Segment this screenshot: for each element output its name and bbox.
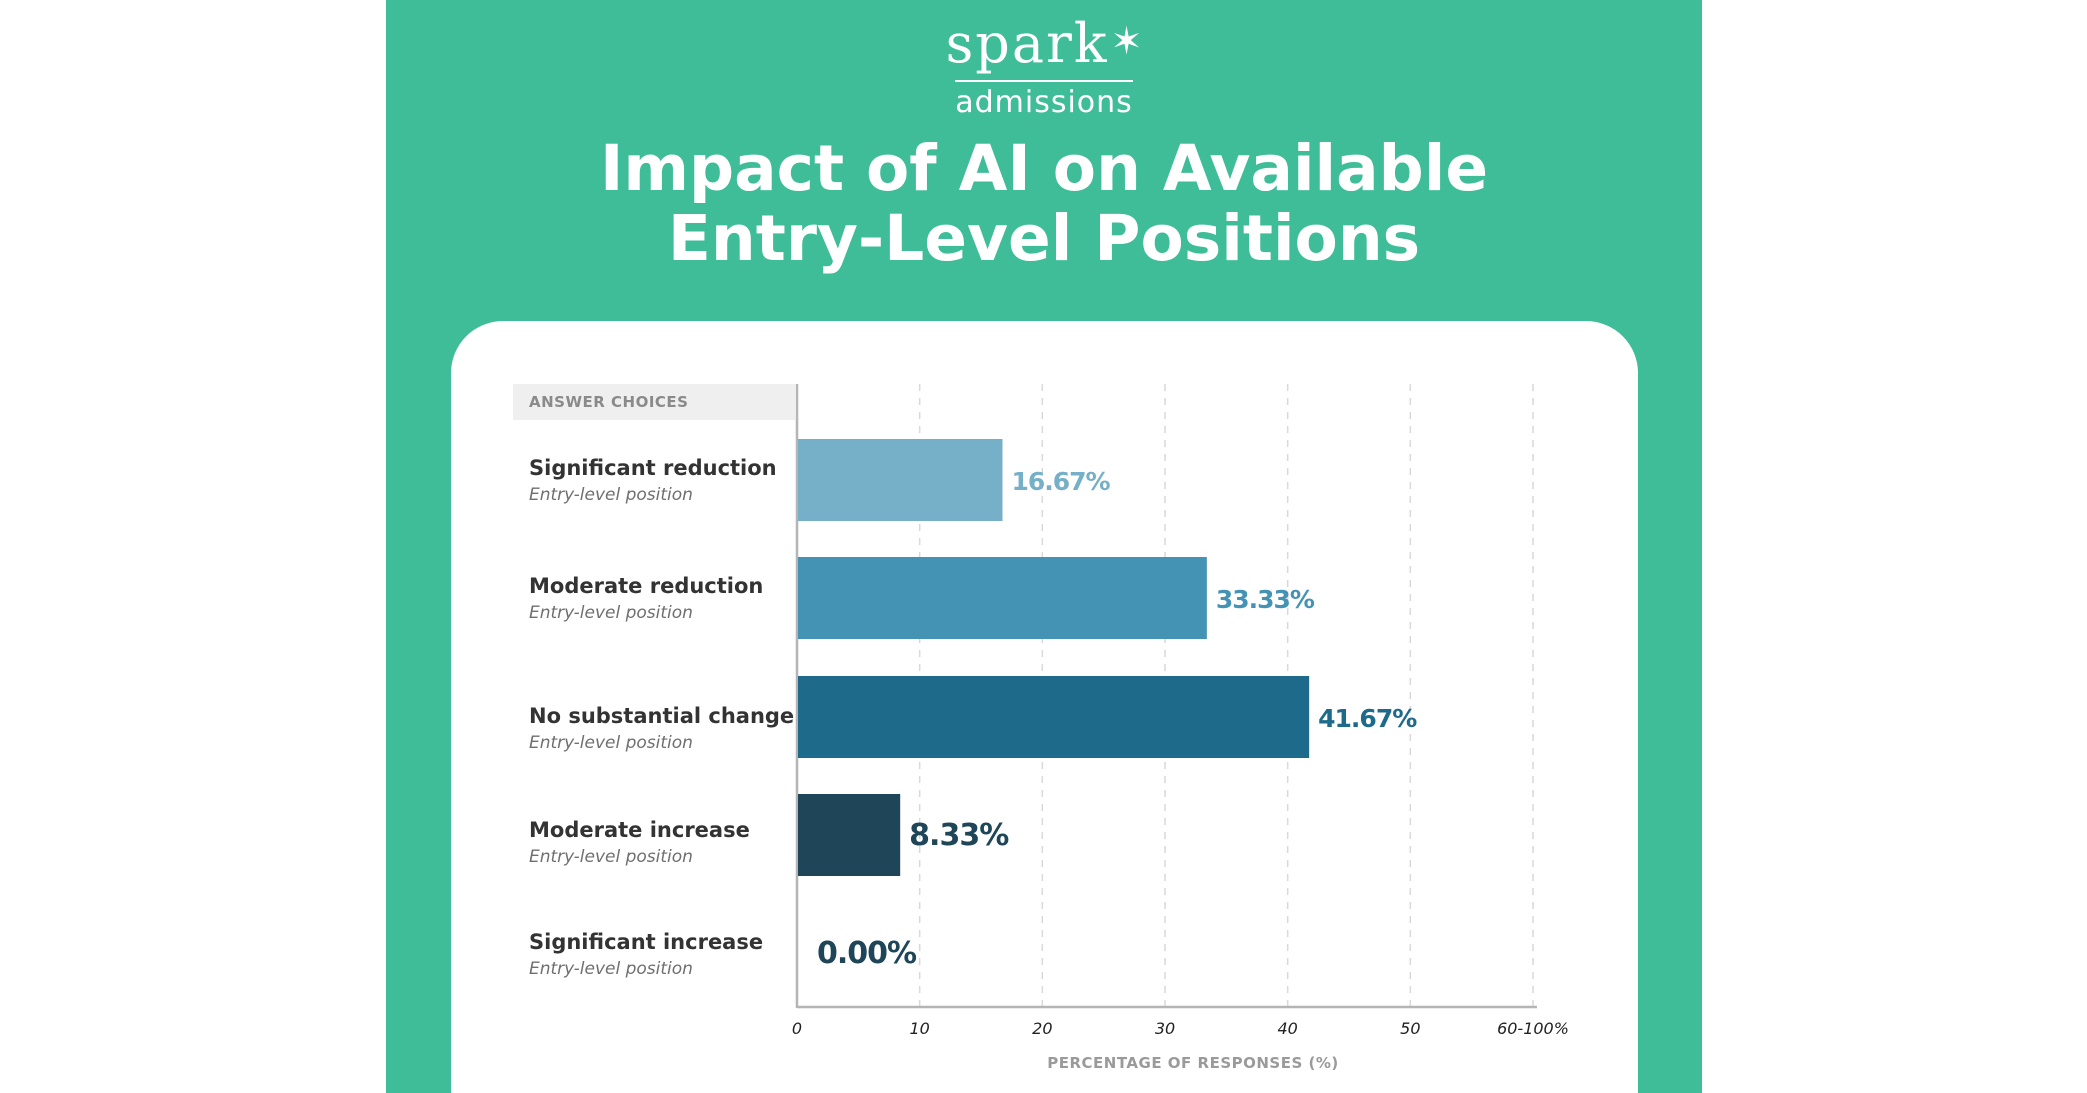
x-axis-label: PERCENTAGE OF RESPONSES (%): [1047, 1054, 1339, 1072]
bar: [798, 794, 901, 876]
answer-sublabel: Entry-level position: [529, 959, 693, 979]
chart-title-line-1: Impact of AI on Available: [599, 132, 1489, 205]
answer-sublabel: Entry-level position: [529, 603, 693, 623]
answer-significant-reduction: Significant reduction Entry-level positi…: [529, 454, 777, 508]
answer-sublabel: Entry-level position: [529, 485, 693, 505]
data-label: 16.67%: [1011, 467, 1110, 496]
bar: [798, 439, 1003, 521]
answer-moderate-increase: Moderate increase Entry-level position: [529, 816, 750, 870]
answer-label: Moderate reduction: [529, 574, 764, 598]
x-tick-label: 10: [909, 1019, 929, 1038]
logo-divider: [955, 80, 1133, 82]
logo-word: spark: [945, 12, 1109, 75]
x-tick-label: 30: [1155, 1019, 1175, 1038]
bar: [798, 676, 1310, 758]
x-tick-label: 60-100%: [1497, 1019, 1569, 1038]
data-label: 41.67%: [1318, 704, 1417, 733]
data-label: 33.33%: [1216, 585, 1315, 614]
answer-sublabel: Entry-level position: [529, 847, 693, 867]
x-tick-label: 40: [1277, 1019, 1297, 1038]
logo-star-icon: ✶: [1110, 19, 1143, 63]
answer-sublabel: Entry-level position: [529, 733, 693, 753]
answer-label: Moderate increase: [529, 818, 750, 842]
x-tick-label: 50: [1400, 1019, 1420, 1038]
answer-label: No substantial change: [529, 704, 795, 728]
answer-significant-increase: Significant increase Entry-level positio…: [529, 928, 763, 982]
logo-subtitle: admissions: [955, 85, 1133, 120]
answer-moderate-reduction: Moderate reduction Entry-level position: [529, 572, 763, 626]
data-label: 8.33%: [909, 818, 1009, 853]
x-tick-label: 20: [1032, 1019, 1052, 1038]
answer-choices-header: ANSWER CHOICES: [513, 384, 795, 420]
spark-admissions-logo: spark✶ admissions: [386, 14, 1702, 120]
chart-title-line-2: Entry-Level Positions: [667, 202, 1421, 275]
data-label: 0.00%: [817, 936, 917, 971]
answer-label: Significant increase: [529, 930, 764, 954]
bar: [798, 557, 1207, 639]
answer-no-substantial-change: No substantial change Entry-level positi…: [529, 702, 794, 756]
answer-label: Significant reduction: [529, 456, 777, 480]
x-tick-label: 0: [792, 1019, 802, 1038]
chart-title: Impact of AI on Available Entry-Level Po…: [386, 134, 1702, 274]
